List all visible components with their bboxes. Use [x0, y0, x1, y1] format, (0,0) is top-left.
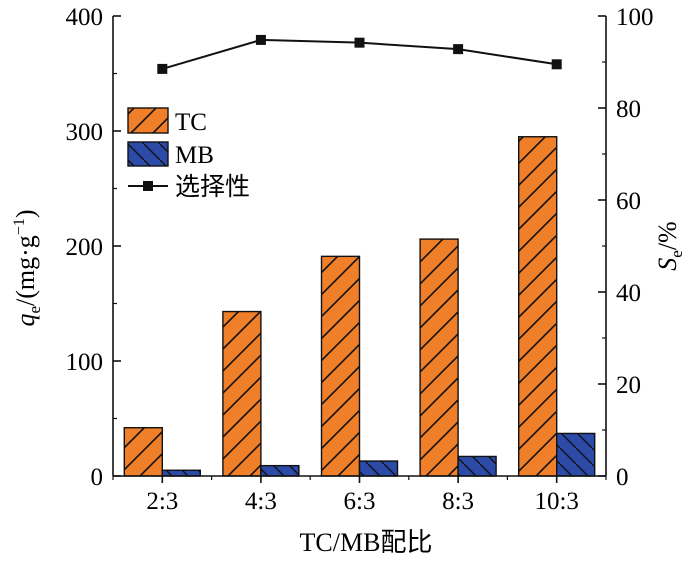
- y-left-tick-label: 0: [91, 464, 104, 491]
- x-tick-label: 6:3: [344, 488, 376, 515]
- selectivity-line-layer: [157, 34, 562, 74]
- x-axis-title: TC/MB配比: [300, 528, 433, 557]
- y-axis-left-title: qe/(mg·g−1): [11, 209, 44, 326]
- selectivity-point-2: [354, 37, 365, 48]
- bar-tc-hatch-0: [123, 427, 164, 477]
- bar-tc-hatch-1: [222, 310, 262, 477]
- legend-label-selectivity: 选择性: [175, 173, 250, 201]
- bar-mb-hatch-1: [260, 464, 300, 477]
- bar-mb-hatch-4: [556, 432, 596, 477]
- legend-label-mb: MB: [175, 142, 214, 169]
- selectivity-point-0: [157, 63, 168, 74]
- legend: TC MB 选择性: [127, 107, 250, 201]
- y-right-tick-label: 40: [616, 280, 641, 307]
- y-right-tick-label: 100: [616, 4, 654, 31]
- bar-mb-hatch-3: [457, 455, 497, 477]
- x-tick-label: 2:3: [146, 488, 178, 515]
- y-right-tick-label: 0: [616, 464, 629, 491]
- legend-marker-selectivity: [143, 181, 153, 191]
- y-axis-right-title: Se/%: [653, 221, 686, 270]
- bar-tc-hatch-3: [419, 238, 459, 477]
- selectivity-point-4: [551, 59, 562, 70]
- axes-layer: 0 100 200 300 400 0 20 40 60 80 100 2:3 4:3 6:3 8:3 10:…: [66, 4, 654, 515]
- y-right-tick-label: 80: [616, 96, 641, 123]
- y-left-tick-label: 200: [66, 234, 104, 261]
- x-tick-label: 8:3: [442, 488, 474, 515]
- y-right-tick-label: 20: [616, 372, 641, 399]
- legend-swatch-tc-hatch: [127, 107, 169, 134]
- legend-label-tc: TC: [175, 109, 207, 136]
- bar-tc-hatch-2: [320, 255, 361, 477]
- x-tick-label: 10:3: [534, 488, 578, 515]
- bar-tc-hatch-4: [518, 136, 558, 477]
- bar-mb-hatch-2: [358, 460, 399, 477]
- x-tick-label: 4:3: [245, 488, 277, 515]
- bar-mb-hatch-0: [161, 469, 202, 477]
- bars-layer: [123, 136, 596, 477]
- y-right-tick-label: 60: [616, 188, 641, 215]
- y-left-tick-label: 100: [66, 349, 104, 376]
- y-left-tick-label: 300: [66, 119, 104, 146]
- selectivity-point-3: [453, 44, 464, 55]
- y-left-tick-label: 400: [66, 4, 104, 31]
- selectivity-point-1: [255, 34, 266, 45]
- legend-swatch-mb-hatch: [127, 141, 169, 167]
